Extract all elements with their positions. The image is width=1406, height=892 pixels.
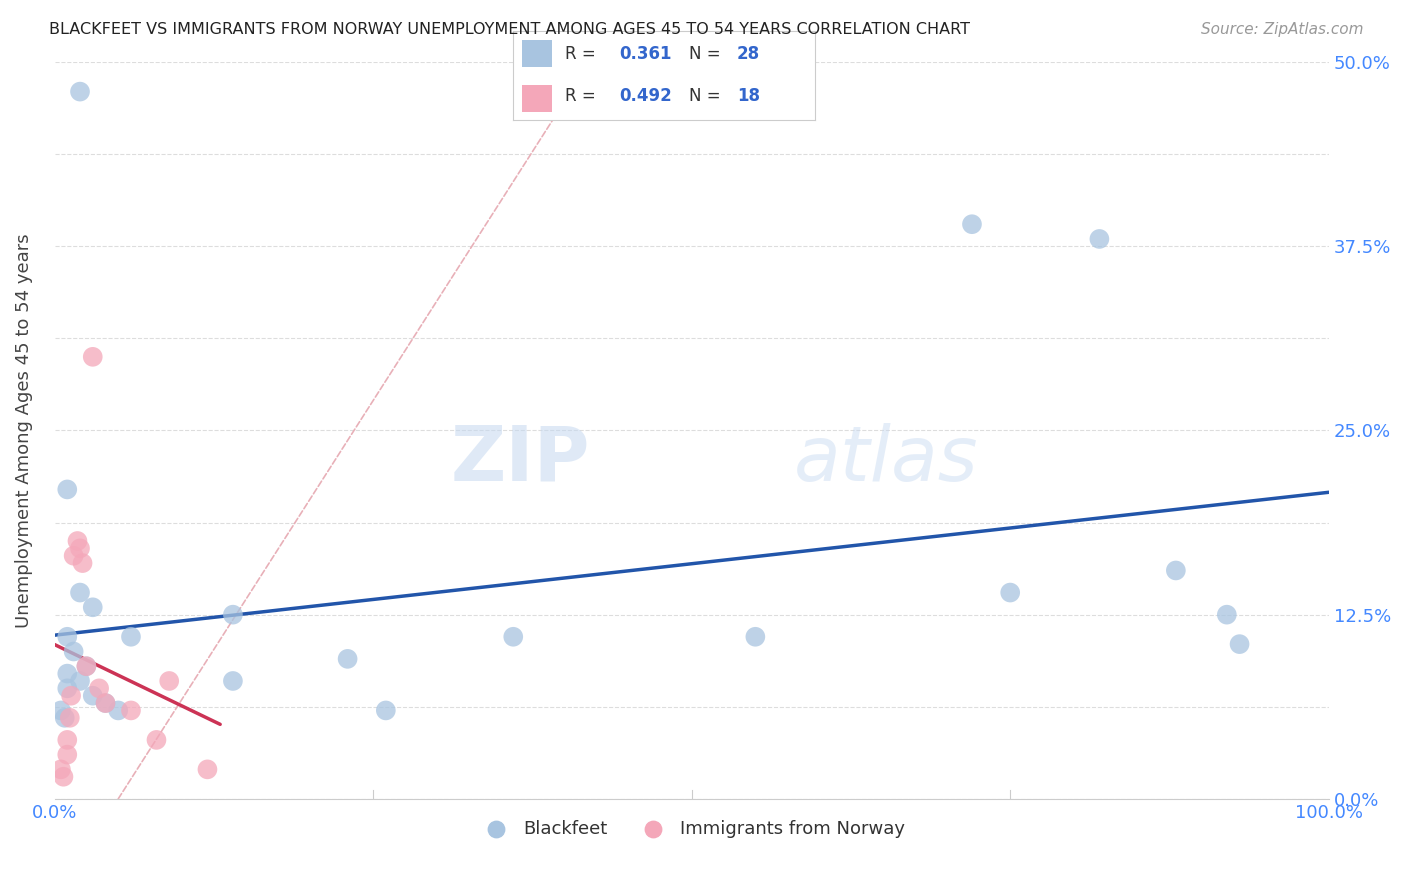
Point — [197, 763, 219, 777]
Text: 28: 28 — [737, 45, 761, 62]
Point — [62, 644, 84, 658]
Point — [56, 483, 79, 497]
Point — [82, 689, 104, 703]
Point — [75, 659, 97, 673]
Text: Source: ZipAtlas.com: Source: ZipAtlas.com — [1201, 22, 1364, 37]
Point — [60, 689, 83, 703]
Point — [72, 556, 94, 570]
Point — [49, 703, 72, 717]
Bar — [522, 85, 553, 112]
Point — [157, 673, 180, 688]
Point — [120, 703, 142, 717]
Text: ZIP: ZIP — [450, 423, 589, 497]
Text: R =: R = — [565, 45, 600, 62]
Point — [1229, 637, 1251, 651]
Legend: Blackfeet, Immigrants from Norway: Blackfeet, Immigrants from Norway — [471, 813, 912, 845]
Y-axis label: Unemployment Among Ages 45 to 54 years: Unemployment Among Ages 45 to 54 years — [15, 233, 32, 628]
Point — [94, 696, 117, 710]
Point — [744, 630, 766, 644]
Point — [120, 630, 142, 644]
Text: 18: 18 — [737, 87, 759, 105]
Point — [56, 630, 79, 644]
Text: BLACKFEET VS IMMIGRANTS FROM NORWAY UNEMPLOYMENT AMONG AGES 45 TO 54 YEARS CORRE: BLACKFEET VS IMMIGRANTS FROM NORWAY UNEM… — [49, 22, 970, 37]
Point — [69, 85, 91, 99]
Point — [1216, 607, 1239, 622]
Point — [53, 711, 76, 725]
Point — [56, 747, 79, 762]
Point — [59, 711, 82, 725]
Text: atlas: atlas — [793, 423, 979, 497]
Point — [49, 763, 72, 777]
Point — [94, 696, 117, 710]
Text: N =: N = — [689, 45, 725, 62]
Text: R =: R = — [565, 87, 600, 105]
Point — [107, 703, 129, 717]
Point — [336, 652, 359, 666]
Point — [56, 732, 79, 747]
Bar — [522, 40, 553, 67]
Point — [89, 681, 111, 696]
Point — [69, 585, 91, 599]
Point — [998, 585, 1021, 599]
Text: N =: N = — [689, 87, 725, 105]
Point — [69, 673, 91, 688]
Point — [222, 607, 245, 622]
Point — [1088, 232, 1111, 246]
Point — [502, 630, 524, 644]
Point — [66, 533, 89, 548]
Point — [1164, 564, 1187, 578]
Point — [222, 673, 245, 688]
Point — [52, 770, 75, 784]
Point — [82, 350, 104, 364]
Point — [62, 549, 84, 563]
Point — [82, 600, 104, 615]
Text: 0.361: 0.361 — [619, 45, 672, 62]
Point — [960, 217, 983, 231]
Point — [145, 732, 167, 747]
Point — [75, 659, 97, 673]
Point — [69, 541, 91, 556]
Point — [56, 666, 79, 681]
Text: 0.492: 0.492 — [619, 87, 672, 105]
Point — [56, 681, 79, 696]
Point — [374, 703, 396, 717]
